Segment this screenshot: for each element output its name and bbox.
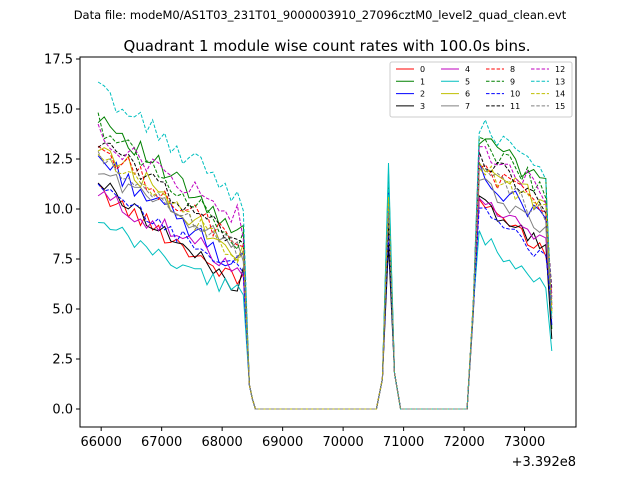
- series-line-1: [97, 116, 553, 410]
- x-tick-label: 66000: [80, 435, 121, 450]
- series-line-9: [97, 112, 553, 410]
- series-line-6: [97, 147, 553, 410]
- series-line-11: [97, 142, 553, 410]
- legend-label: 2: [420, 90, 425, 99]
- legend-label: 5: [465, 77, 470, 86]
- plot-area: [97, 81, 553, 410]
- legend-label: 9: [510, 77, 515, 86]
- legend-label: 14: [555, 90, 565, 99]
- legend-label: 10: [510, 90, 520, 99]
- series-line-3: [97, 182, 553, 410]
- x-tick-label: 70000: [322, 435, 363, 450]
- x-tick-label: 69000: [262, 435, 303, 450]
- y-tick-label: 0.0: [52, 403, 73, 418]
- legend-label: 1: [420, 77, 425, 86]
- series-line-13: [97, 81, 553, 410]
- x-axis: 66000 67000 68000 69000 70000 71000 72000 73000: [80, 427, 545, 450]
- legend-label: 12: [555, 65, 565, 74]
- x-offset-label: +3.392e8: [512, 455, 576, 470]
- x-tick-label: 73000: [504, 435, 545, 450]
- figure-suptitle: Data file: modeM0/AS1T03_231T01_90000039…: [73, 8, 567, 22]
- y-tick-label: 17.5: [44, 53, 73, 68]
- plot-frame: [79, 56, 577, 428]
- legend-label: 4: [465, 65, 470, 74]
- x-tick-label: 71000: [383, 435, 424, 450]
- series-line-10: [97, 183, 553, 410]
- series-line-0: [97, 183, 553, 410]
- series-line-15: [97, 151, 553, 410]
- legend-label: 0: [420, 65, 425, 74]
- series-line-12: [97, 123, 553, 410]
- y-tick-label: 5.0: [52, 303, 73, 318]
- legend-label: 3: [420, 102, 425, 111]
- y-tick-label: 12.5: [44, 153, 73, 168]
- y-tick-label: 10.0: [44, 203, 73, 218]
- x-tick-label: 72000: [443, 435, 484, 450]
- series-line-7: [98, 173, 553, 410]
- series-line-4: [97, 190, 553, 410]
- legend-label: 8: [510, 65, 515, 74]
- y-tick-label: 7.5: [52, 253, 73, 268]
- chart-title: Quadrant 1 module wise count rates with …: [123, 37, 530, 55]
- series-line-14: [97, 153, 553, 410]
- x-tick-label: 67000: [141, 435, 182, 450]
- legend-label: 15: [555, 102, 565, 111]
- x-tick-label: 68000: [201, 435, 242, 450]
- y-axis: 0.0 2.5 5.0 7.5 10.0 12.5 15.0 17.5: [44, 53, 80, 418]
- legend-label: 13: [555, 77, 565, 86]
- y-tick-label: 2.5: [52, 353, 73, 368]
- legend-box: [389, 61, 573, 118]
- legend-label: 6: [465, 90, 470, 99]
- legend-label: 11: [510, 102, 520, 111]
- y-tick-label: 15.0: [44, 103, 73, 118]
- legend-label: 7: [465, 102, 470, 111]
